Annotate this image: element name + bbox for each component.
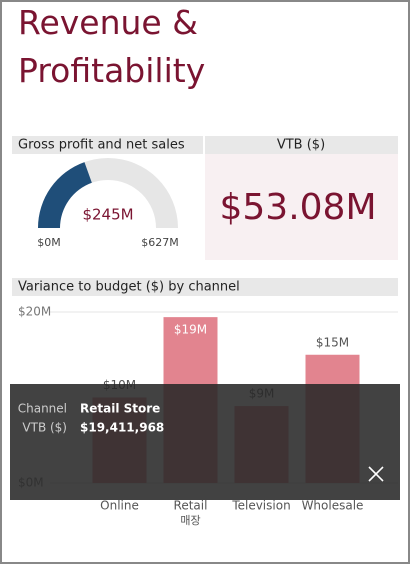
- gauge-value: $245M: [82, 206, 133, 224]
- gauge-fill: [38, 162, 92, 228]
- gauge-max: $627M: [141, 236, 179, 249]
- x-tick-label: Television: [231, 499, 290, 513]
- gauge-title: Gross profit and net sales: [18, 138, 185, 153]
- card-title: VTB ($): [277, 138, 325, 153]
- tooltip-value: $19,411,968: [80, 421, 164, 435]
- gauge-min: $0M: [37, 236, 61, 249]
- card: [205, 154, 398, 260]
- card-value: $53.08M: [219, 187, 376, 228]
- close-button[interactable]: [362, 460, 390, 488]
- tooltip-key: Channel: [18, 402, 67, 416]
- x-tick-label: Retail: [174, 499, 208, 513]
- chart-title: Variance to budget ($) by channel: [18, 280, 240, 295]
- section-header: [12, 278, 398, 296]
- close-icon: [368, 466, 384, 482]
- tooltip: [10, 384, 400, 500]
- tooltip-key: VTB ($): [22, 421, 67, 435]
- x-tick-label: Online: [100, 499, 139, 513]
- x-tick-label: Wholesale: [302, 499, 364, 513]
- section-header: [205, 136, 398, 154]
- data-label: $15M: [316, 335, 349, 349]
- category-annotation: 매장: [180, 514, 200, 527]
- y-tick-label: $20M: [18, 305, 51, 319]
- tooltip-value: Retail Store: [80, 402, 160, 416]
- page-title: Revenue & Profitability: [18, 3, 205, 90]
- section-header: [12, 136, 203, 154]
- data-label: $19M: [174, 323, 207, 337]
